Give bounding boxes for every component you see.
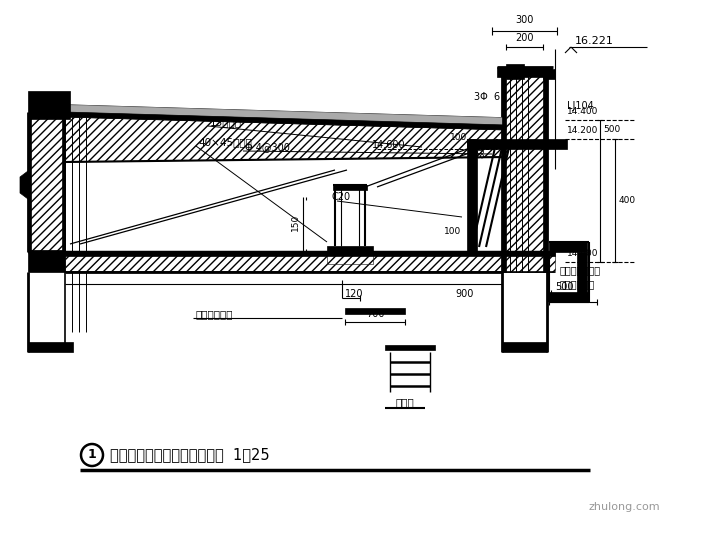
Text: 14.200: 14.200 — [567, 126, 599, 135]
Text: 最高点定坡度: 最高点定坡度 — [560, 279, 595, 289]
Text: 100: 100 — [450, 133, 467, 142]
Bar — [502, 69, 547, 272]
Bar — [467, 139, 567, 149]
Text: 16.221: 16.221 — [575, 36, 614, 46]
Bar — [345, 308, 405, 314]
Polygon shape — [65, 112, 506, 130]
Text: 900: 900 — [455, 289, 473, 299]
Bar — [549, 292, 589, 302]
Bar — [333, 185, 367, 190]
Text: 14.400: 14.400 — [567, 107, 599, 116]
Bar — [502, 69, 506, 272]
Bar — [65, 251, 555, 256]
Bar — [28, 91, 70, 119]
Text: 铁爬梯: 铁爬梯 — [396, 397, 414, 407]
Polygon shape — [20, 171, 28, 199]
Bar — [506, 64, 524, 79]
Bar — [543, 69, 555, 79]
Bar — [497, 67, 552, 77]
Bar — [28, 250, 65, 272]
Bar — [543, 69, 547, 272]
Bar — [62, 117, 65, 252]
Bar — [467, 139, 477, 252]
Text: zhulong.com: zhulong.com — [589, 502, 660, 512]
Text: 1: 1 — [87, 448, 96, 461]
Bar — [65, 254, 555, 272]
Bar — [327, 252, 373, 264]
Bar — [577, 252, 587, 302]
Text: Φ 4@300: Φ 4@300 — [245, 142, 290, 152]
Text: 400: 400 — [619, 196, 636, 205]
Text: 150: 150 — [290, 213, 300, 230]
Bar — [28, 342, 73, 352]
Text: 300: 300 — [516, 15, 533, 25]
Text: LJ104: LJ104 — [567, 101, 594, 111]
Text: 500: 500 — [603, 125, 620, 134]
Text: 80: 80 — [478, 148, 487, 158]
Bar — [28, 117, 65, 252]
Bar — [385, 345, 435, 350]
Text: C20: C20 — [332, 192, 351, 202]
Text: 通过老虎窗上人检修屋面大样  1：25: 通过老虎窗上人检修屋面大样 1：25 — [110, 447, 270, 462]
Bar — [549, 242, 587, 252]
Polygon shape — [65, 117, 506, 162]
Text: 100: 100 — [444, 228, 461, 236]
Text: 3Φ  6: 3Φ 6 — [474, 92, 500, 102]
Text: 坡屋面以此点和: 坡屋面以此点和 — [560, 265, 601, 275]
Text: 14.000: 14.000 — [567, 249, 599, 258]
Bar — [327, 246, 373, 252]
Text: 200: 200 — [516, 33, 533, 43]
Text: 防水油管封堵: 防水油管封堵 — [195, 309, 232, 319]
Text: 500: 500 — [555, 282, 574, 292]
Text: 14.600: 14.600 — [372, 140, 406, 150]
Polygon shape — [65, 105, 506, 125]
Bar — [502, 342, 547, 352]
Text: 15厚木板: 15厚木板 — [210, 117, 242, 127]
Bar — [28, 117, 31, 252]
Text: 700: 700 — [366, 309, 384, 319]
Text: 120: 120 — [345, 289, 364, 299]
Text: 40×45盖板框: 40×45盖板框 — [198, 137, 252, 147]
